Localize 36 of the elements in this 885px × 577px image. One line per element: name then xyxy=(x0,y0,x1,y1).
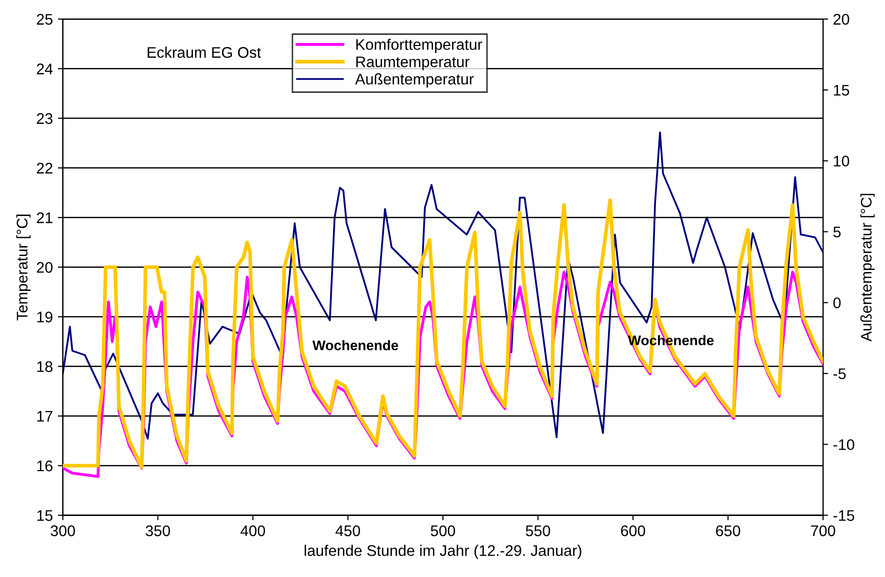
y2-tick-label: 5 xyxy=(833,226,841,238)
x-tick-label: 550 xyxy=(526,525,550,536)
y-tick-label: 18 xyxy=(37,361,52,372)
legend-label: Raumtemperatur xyxy=(356,56,470,70)
legend-label: Außentemperatur xyxy=(355,73,474,88)
y-tick-label: 22 xyxy=(36,162,52,174)
x-tick-label: 350 xyxy=(146,525,170,536)
y-tick-label: 19 xyxy=(37,312,52,322)
y2-tick-label: -10 xyxy=(833,439,854,450)
x-tick-label: 300 xyxy=(50,525,75,536)
y-tick-label: 25 xyxy=(36,14,52,25)
y-tick-label: 20 xyxy=(36,262,53,273)
y2-tick-label: 20 xyxy=(834,14,850,25)
y2-tick-label: 0 xyxy=(833,297,841,308)
annotation: Wochenende xyxy=(312,340,398,350)
x-tick-label: 700 xyxy=(811,525,836,536)
y2-axis-title: Außentemperatur [°C] xyxy=(860,194,875,342)
y-tick-label: 17 xyxy=(37,411,52,422)
y-tick-label: 23 xyxy=(36,113,52,124)
y-tick-label: 16 xyxy=(37,460,52,472)
legend-label: Komforttemperatur xyxy=(356,38,482,53)
y-axis-title: Temperatur [°C] xyxy=(16,214,31,320)
x-tick-label: 450 xyxy=(336,525,360,536)
x-tick-label: 400 xyxy=(240,525,266,536)
y2-tick-label: -5 xyxy=(833,368,846,380)
y2-tick-label: -15 xyxy=(833,510,854,521)
y-tick-label: 21 xyxy=(36,212,52,224)
y2-tick-label: 15 xyxy=(834,84,850,96)
x-tick-label: 500 xyxy=(430,525,456,536)
annotation: Eckraum EG Ost xyxy=(148,46,261,58)
x-axis-title: laufende Stunde im Jahr (12.-29. Januar) xyxy=(304,544,582,560)
y2-tick-label: 10 xyxy=(834,156,850,167)
y-tick-label: 15 xyxy=(37,510,52,521)
x-tick-label: 600 xyxy=(621,525,646,536)
x-tick-label: 650 xyxy=(716,525,740,536)
y-tick-label: 24 xyxy=(36,64,53,74)
